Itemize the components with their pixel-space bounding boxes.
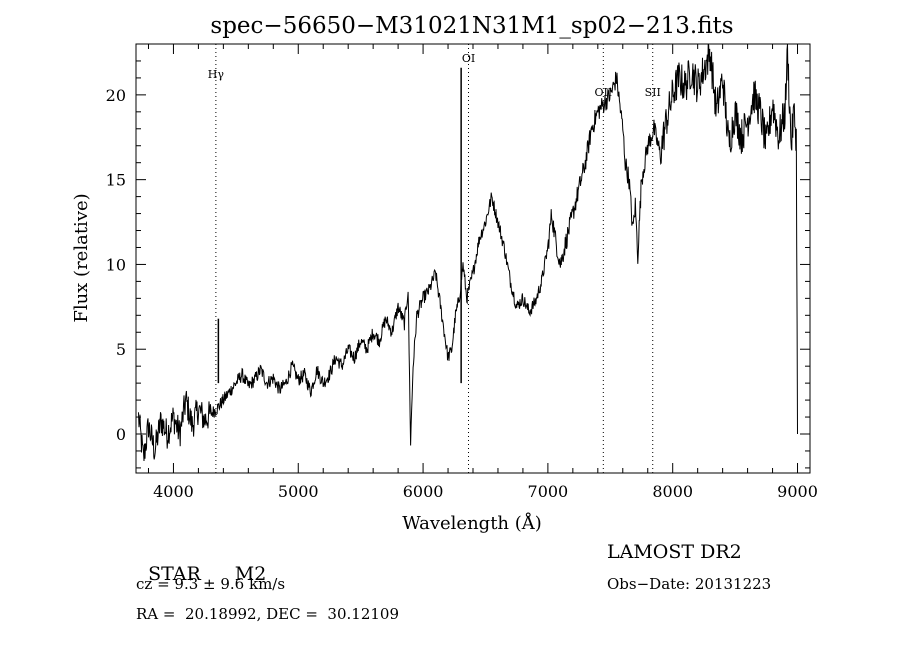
redshift-info: cz = 9.3 ± 9.6 km/s bbox=[136, 575, 286, 593]
x-tick-label: 4000 bbox=[153, 482, 194, 501]
axes-layer: 4000 5000 6000 7000 8000 9000 0 5 10 15 20 bbox=[106, 44, 818, 501]
x-tick-label: 7000 bbox=[528, 482, 569, 501]
x-axis-label: Wavelength (Å) bbox=[402, 512, 542, 534]
y-tick-label: 5 bbox=[116, 340, 126, 359]
plot-frame bbox=[135, 43, 811, 474]
y-tick-label: 10 bbox=[106, 255, 126, 274]
y-axis-label: Flux (relative) bbox=[71, 193, 92, 322]
chart-title: spec−56650−M31021N31M1_sp02−213.fits bbox=[210, 13, 733, 39]
class-type: STAR bbox=[148, 563, 201, 585]
coordinates-info: RA = 20.18992, DEC = 30.12109 bbox=[136, 605, 400, 623]
x-tick-label: 8000 bbox=[652, 482, 693, 501]
x-tick-label: 6000 bbox=[403, 482, 444, 501]
class-subclass: M2 bbox=[234, 563, 267, 585]
object-class: STAR M2 bbox=[136, 541, 266, 585]
line-marker-label: OI bbox=[462, 52, 475, 65]
survey-name: LAMOST DR2 bbox=[607, 541, 742, 563]
obs-date: Obs−Date: 20131223 bbox=[607, 575, 772, 593]
spectrum-layer bbox=[138, 43, 798, 462]
y-tick-label: 0 bbox=[116, 425, 126, 444]
x-tick-label: 5000 bbox=[278, 482, 319, 501]
y-tick-label: 20 bbox=[106, 86, 126, 105]
line-marker-label: SII bbox=[645, 86, 661, 99]
y-tick-label: 15 bbox=[106, 171, 126, 190]
x-tick-label: 9000 bbox=[777, 482, 818, 501]
line-marker-label: Hγ bbox=[208, 68, 225, 81]
spectrum-line bbox=[138, 43, 798, 462]
